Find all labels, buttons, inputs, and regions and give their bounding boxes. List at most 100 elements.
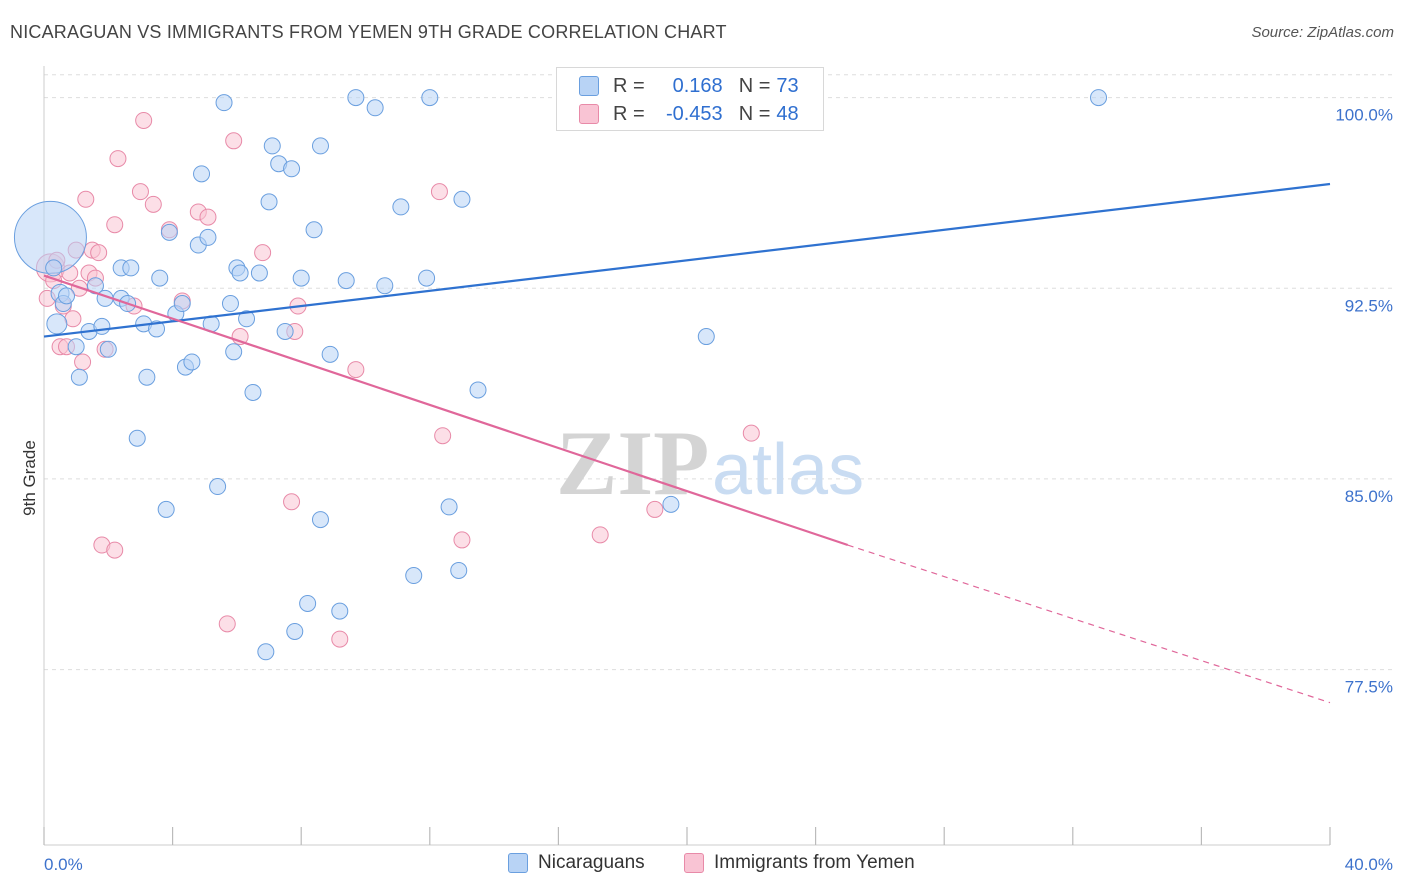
data-point-nicaraguans (67, 338, 85, 356)
trend-line-nicaraguans (43, 182, 1331, 338)
data-point-nicaraguans (405, 567, 423, 585)
legend-row-nicaraguans: R = 0.168 N = 73 (579, 74, 799, 98)
data-point-nicaraguans (148, 320, 166, 338)
trend-line-yemen-extension (847, 544, 1331, 704)
data-point-nicaraguans (93, 317, 111, 335)
data-point-nicaraguans (151, 269, 169, 287)
data-point-nicaraguans (58, 287, 76, 305)
data-point-nicaraguans (173, 295, 191, 313)
data-point-nicaraguans (283, 160, 301, 178)
trend-line-yemen (43, 274, 849, 547)
data-point-nicaraguans (450, 561, 468, 579)
data-point-yemen (434, 427, 452, 445)
data-point-nicaraguans (469, 381, 487, 399)
legend-label-nicaraguans: Nicaraguans (538, 852, 645, 873)
data-point-nicaraguans (418, 269, 436, 287)
legend-swatch-blue (579, 76, 599, 96)
data-point-nicaraguans (46, 313, 68, 335)
axes (43, 66, 1331, 846)
data-point-yemen (283, 493, 301, 511)
legend-row-yemen: R = -0.453 N = 48 (579, 102, 799, 126)
data-point-yemen (453, 531, 471, 549)
legend-label-yemen: Immigrants from Yemen (714, 852, 915, 873)
correlation-legend: R = 0.168 N = 73 R = -0.453 N = 48 (556, 67, 824, 131)
data-point-nicaraguans (662, 495, 680, 513)
data-point-yemen (199, 208, 217, 226)
y-tick-label: 77.5% (1345, 678, 1393, 697)
data-point-yemen (131, 183, 149, 201)
x-tick-label: 40.0% (1345, 855, 1393, 874)
data-point-yemen (331, 630, 349, 648)
data-point-nicaraguans (260, 193, 278, 211)
legend-r-value: 0.168 (672, 74, 723, 97)
data-point-nicaraguans (160, 223, 178, 241)
legend-swatch-blue (508, 853, 528, 873)
data-point-nicaraguans (311, 511, 329, 529)
data-point-nicaraguans (138, 368, 156, 386)
bottom-legend-nicaraguans: Nicaraguans (508, 852, 645, 874)
data-point-nicaraguans (231, 264, 249, 282)
data-point-yemen (225, 132, 243, 150)
trend-lines (43, 182, 1331, 704)
data-point-nicaraguans (225, 343, 243, 361)
data-point-yemen (144, 195, 162, 213)
data-point-nicaraguans (299, 594, 317, 612)
data-point-yemen (109, 150, 127, 168)
data-point-nicaraguans (221, 295, 239, 313)
legend-n-value: 48 (776, 102, 799, 125)
data-point-nicaraguans (257, 643, 275, 661)
data-point-nicaraguans (183, 353, 201, 371)
data-point-nicaraguans (199, 228, 217, 246)
data-point-nicaraguans (193, 165, 211, 183)
source-label: Source: ZipAtlas.com (1251, 24, 1394, 41)
bottom-legend-yemen: Immigrants from Yemen (684, 852, 915, 874)
data-point-nicaraguans (122, 259, 140, 277)
data-point-yemen (254, 244, 272, 262)
data-point-nicaraguans (70, 368, 88, 386)
data-point-yemen (218, 615, 236, 633)
data-point-nicaraguans (209, 478, 227, 496)
data-point-nicaraguans (376, 277, 394, 295)
data-point-yemen (135, 111, 153, 129)
data-point-nicaraguans (1090, 89, 1108, 107)
data-point-nicaraguans (238, 310, 256, 328)
data-point-nicaraguans (276, 322, 294, 340)
data-point-nicaraguans (128, 429, 146, 447)
x-tick-label: 0.0% (44, 855, 83, 874)
data-point-yemen (90, 244, 108, 262)
legend-r-value: -0.453 (665, 102, 723, 125)
data-point-yemen (77, 190, 95, 208)
data-point-nicaraguans (305, 221, 323, 239)
data-point-yemen (742, 424, 760, 442)
data-point-nicaraguans (45, 259, 63, 277)
watermark: ZIP atlas (556, 412, 864, 514)
legend-r-label: R = (613, 102, 645, 125)
data-point-nicaraguans (331, 602, 349, 620)
data-point-nicaraguans (263, 137, 281, 155)
tick-labels: 77.5% 85.0% 92.5% 100.0% 0.0% 40.0% (44, 106, 1393, 874)
data-point-yemen (430, 183, 448, 201)
watermark-zip: ZIP (556, 412, 709, 514)
legend-n-value: 73 (776, 74, 799, 97)
data-point-nicaraguans (321, 345, 339, 363)
data-point-nicaraguans (286, 622, 304, 640)
legend-swatch-pink (684, 853, 704, 873)
legend-r-label: R = (613, 74, 645, 97)
data-point-yemen (74, 353, 92, 371)
data-point-nicaraguans (697, 328, 715, 346)
data-point-yemen (106, 541, 124, 559)
data-point-nicaraguans (292, 269, 310, 287)
y-tick-label: 92.5% (1345, 296, 1393, 315)
data-point-nicaraguans (244, 383, 262, 401)
legend-n-label: N = (738, 74, 771, 97)
data-point-nicaraguans (392, 198, 410, 216)
data-point-nicaraguans (337, 272, 355, 290)
legend-n-label: N = (738, 102, 771, 125)
data-point-yemen (106, 216, 124, 234)
series-nicaraguans-points (13, 89, 1108, 661)
data-point-nicaraguans (215, 94, 233, 112)
data-point-nicaraguans (453, 190, 471, 208)
y-tick-label: 85.0% (1345, 487, 1393, 506)
data-point-yemen (646, 500, 664, 518)
